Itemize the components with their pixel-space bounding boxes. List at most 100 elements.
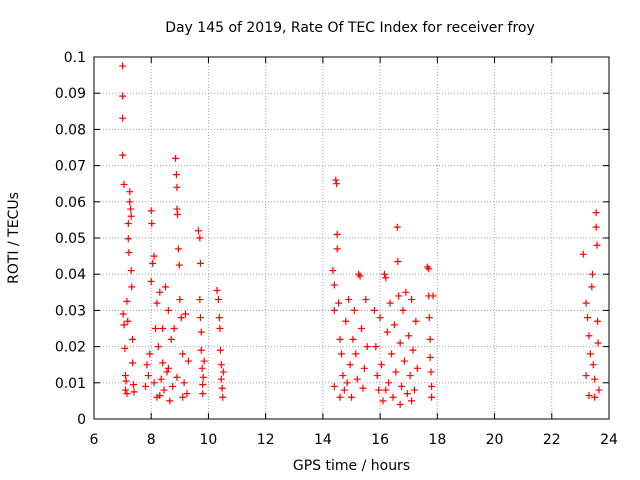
data-point	[427, 368, 435, 376]
data-point	[423, 263, 431, 271]
data-point	[594, 317, 602, 325]
data-point	[389, 393, 397, 401]
data-point	[217, 361, 225, 369]
data-point	[585, 391, 593, 399]
data-point	[408, 397, 416, 405]
x-axis-label: GPS time / hours	[293, 458, 410, 474]
data-point	[156, 288, 164, 296]
data-point	[174, 245, 182, 253]
data-point	[591, 393, 599, 401]
data-point	[175, 261, 183, 269]
data-point	[219, 368, 227, 376]
data-point	[380, 270, 388, 278]
data-point	[343, 379, 351, 387]
data-point	[180, 379, 188, 387]
y-tick-label: 0.04	[55, 267, 86, 283]
data-point	[123, 390, 131, 398]
data-point	[160, 386, 168, 394]
data-point	[403, 390, 411, 398]
data-point	[413, 364, 421, 372]
data-point	[390, 321, 398, 329]
data-point	[582, 372, 590, 380]
data-point	[394, 258, 402, 266]
data-point	[159, 359, 167, 367]
data-point	[127, 205, 135, 213]
x-tick-label: 8	[147, 432, 156, 448]
data-point	[358, 325, 366, 332]
data-point	[129, 381, 137, 389]
data-point	[198, 364, 206, 372]
data-point	[383, 328, 391, 336]
data-point	[121, 386, 129, 394]
data-point	[120, 180, 128, 188]
data-point	[592, 223, 600, 231]
y-tick-label: 0.01	[55, 376, 86, 392]
data-point	[173, 373, 181, 381]
x-tick-label: 10	[200, 432, 218, 448]
data-point	[127, 267, 135, 275]
data-point	[179, 393, 187, 401]
data-point	[586, 350, 594, 358]
data-point	[350, 306, 358, 314]
data-point	[398, 382, 406, 390]
x-tick-label: 20	[486, 432, 504, 448]
data-point	[396, 339, 404, 347]
data-point	[200, 357, 208, 365]
data-point	[429, 292, 437, 300]
data-point	[330, 306, 338, 314]
data-point	[346, 361, 354, 369]
data-point	[199, 381, 207, 389]
data-point	[120, 321, 128, 329]
x-tick-label: 22	[543, 432, 561, 448]
data-point	[362, 296, 370, 304]
data-point	[353, 375, 361, 383]
data-point	[164, 306, 172, 314]
data-point	[330, 382, 338, 390]
x-tick-label: 6	[90, 432, 99, 448]
data-point	[400, 357, 408, 365]
x-tick-label: 16	[371, 432, 389, 448]
data-point	[352, 350, 360, 358]
data-point	[174, 210, 182, 218]
data-point	[593, 241, 601, 249]
data-point	[194, 227, 202, 235]
data-point	[585, 332, 593, 340]
data-point	[588, 270, 596, 278]
y-tick-label: 0.06	[55, 195, 86, 211]
data-point	[162, 283, 170, 291]
data-point	[170, 325, 178, 332]
data-point	[154, 343, 162, 351]
data-point	[335, 299, 343, 307]
data-point	[342, 317, 350, 325]
data-point	[166, 397, 174, 405]
data-point	[393, 223, 401, 231]
data-point	[146, 350, 154, 358]
y-tick-label: 0.03	[55, 303, 86, 319]
data-point	[382, 386, 390, 394]
x-tick-label: 14	[314, 432, 332, 448]
data-point	[142, 382, 149, 390]
data-point	[128, 283, 136, 291]
x-tick-label: 24	[600, 432, 618, 448]
data-point	[119, 114, 127, 122]
data-point	[127, 212, 135, 220]
data-point	[355, 270, 363, 278]
data-point	[370, 306, 378, 314]
x-tick-label: 18	[428, 432, 446, 448]
data-point	[329, 267, 337, 275]
data-point	[119, 310, 127, 318]
data-point	[405, 332, 413, 340]
data-point	[410, 386, 418, 394]
data-point	[147, 207, 155, 215]
data-point	[360, 364, 368, 372]
data-point	[218, 384, 226, 392]
data-point	[386, 299, 394, 307]
data-point	[159, 325, 167, 332]
data-point	[425, 265, 433, 273]
data-point	[345, 296, 353, 304]
data-point	[196, 296, 204, 304]
y-tick-label: 0.07	[55, 159, 86, 175]
data-point	[579, 250, 587, 258]
data-point	[589, 361, 597, 369]
